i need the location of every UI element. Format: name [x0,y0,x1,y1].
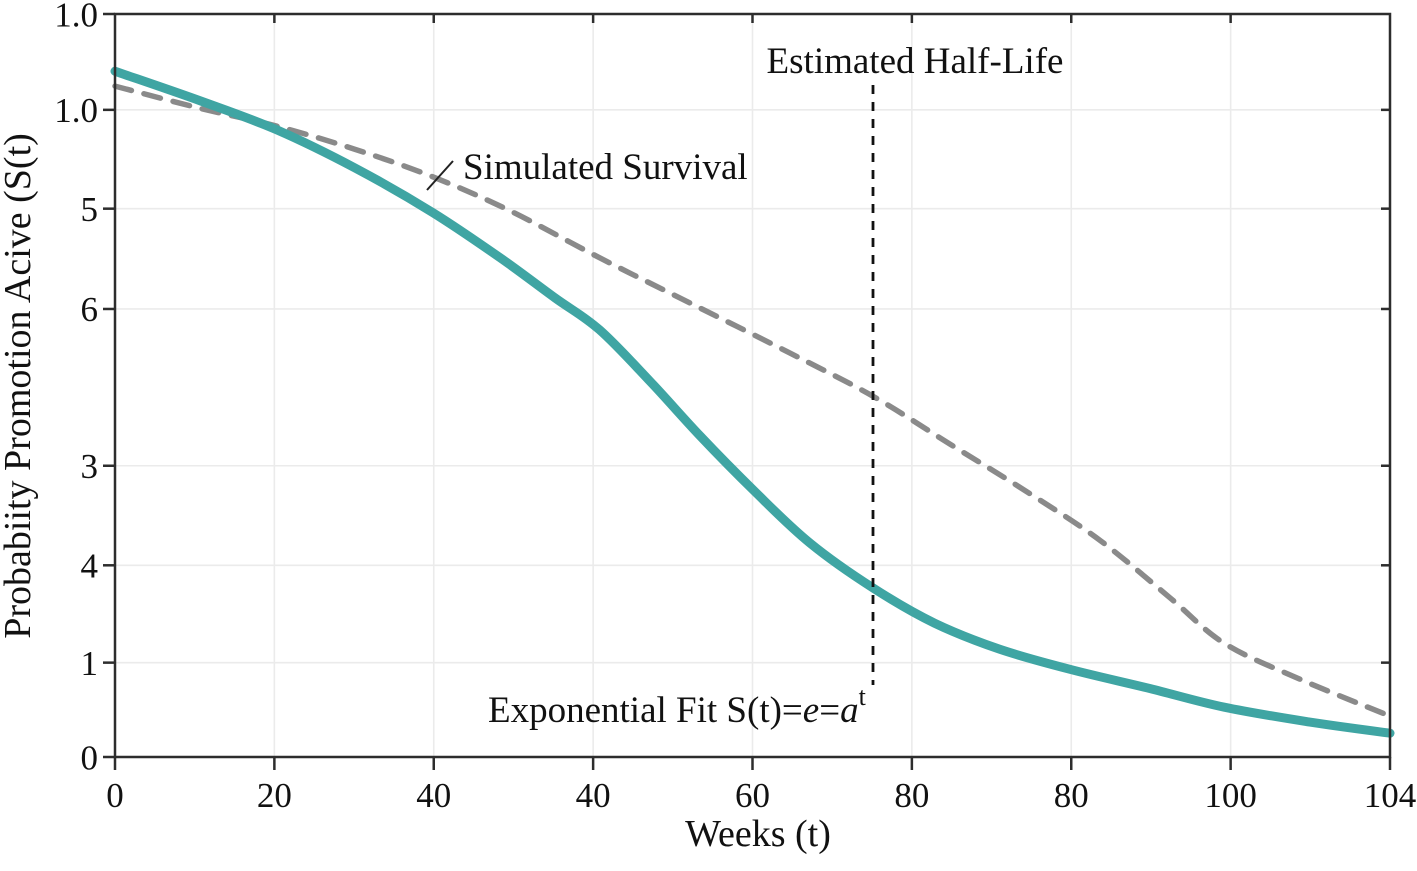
fit-formula-prefix: Exponential Fit S(t)= [488,690,803,731]
y-tick-label: 0 [81,738,99,777]
exponential-fit-annotation: Exponential Fit S(t)=e=at [488,682,867,731]
fit-formula-equals: = [819,690,840,731]
y-tick-label: 3 [81,447,99,486]
simulated-survival-leader-line [426,160,454,191]
half-life-annotation: Estimated Half-Life [767,41,1064,82]
x-tick-label: 80 [894,776,929,815]
y-tick-label: 6 [81,290,99,329]
y-tick-label: 1.0 [54,0,98,34]
fit-formula-a: a [840,690,859,731]
plot-frame [113,12,1392,759]
y-axis-title: Probabiity Promotion Acive (S(t) [0,133,39,639]
x-tick-label: 20 [257,776,292,815]
simulated-survival-annotation: Simulated Survival [463,147,748,188]
x-tick-label: 100 [1204,776,1257,815]
series-curve-simulated-survival [112,83,1393,719]
x-axis-title: Weeks (t) [685,813,831,855]
x-tick-label: 80 [1054,776,1089,815]
fit-formula-e: e [803,690,819,731]
y-tick-label: 5 [81,190,99,229]
fit-formula-superscript-t: t [859,682,867,711]
gridlines-layer [115,14,1390,757]
y-tick-label: 4 [81,547,99,586]
x-tick-label: 40 [576,776,611,815]
y-tick-label: 1.0 [54,91,98,130]
series-curve-exponential-fit-s-t-e-a-t [110,66,1395,738]
y-tick-label: 1 [81,644,99,683]
x-tick-label: 40 [416,776,451,815]
curves-layer [110,66,1395,738]
x-tick-label: 60 [735,776,770,815]
x-tick-label: 0 [106,776,124,815]
x-tick-label: 104 [1364,776,1417,815]
